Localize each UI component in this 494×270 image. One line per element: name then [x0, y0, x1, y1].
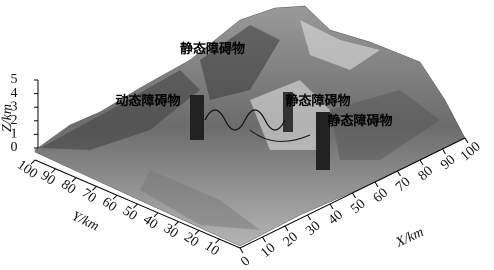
annotation: 静态障碍物 — [285, 93, 350, 108]
x-tick-label: 80 — [416, 164, 436, 184]
y-tick-label: 30 — [161, 221, 181, 241]
x-tick-label: 100 — [458, 139, 484, 164]
z-tick-label: 5 — [11, 72, 18, 87]
x-tick-label: 0 — [238, 254, 253, 270]
terrain — [35, 6, 465, 246]
x-tick — [263, 237, 266, 242]
y-axis-label: Y/km — [69, 209, 101, 234]
z-tick-label: 0 — [11, 140, 18, 155]
x-tick — [465, 138, 468, 143]
y-tick-label: 60 — [99, 195, 119, 215]
x-tick — [330, 204, 333, 209]
x-tick-label: 30 — [303, 219, 323, 239]
y-tick-label: 100 — [14, 158, 40, 182]
x-tick-label: 60 — [371, 186, 391, 206]
x-tick — [308, 215, 311, 220]
x-tick-label: 20 — [281, 230, 301, 250]
annotation: 静态障碍物 — [180, 41, 245, 56]
x-tick — [420, 160, 423, 165]
x-tick — [375, 182, 378, 187]
x-tick-label: 10 — [258, 241, 278, 261]
chart: 静态障碍物 动态障碍物 静态障碍物 静态障碍物 0102030405060708… — [0, 0, 494, 270]
x-tick-label: 40 — [326, 208, 346, 228]
annotation: 动态障碍物 — [115, 93, 180, 108]
y-tick-label: 20 — [181, 230, 201, 250]
x-tick — [443, 149, 446, 154]
y-tick-label: 90 — [38, 168, 58, 188]
x-tick — [353, 193, 356, 198]
z-axis-label: Z/km — [0, 104, 15, 132]
x-tick-label: 90 — [438, 153, 458, 173]
x-tick-label: 70 — [393, 175, 413, 195]
annotation: 静态障碍物 — [327, 113, 392, 128]
x-tick — [398, 171, 401, 176]
y-tick-label: 40 — [140, 212, 160, 232]
y-tick-label: 80 — [58, 177, 78, 197]
z-tick-label: 4 — [11, 86, 18, 101]
y-tick-label: 70 — [79, 186, 99, 206]
y-tick-label: 10 — [202, 239, 222, 259]
x-tick — [240, 248, 243, 253]
x-tick-label: 50 — [348, 197, 368, 217]
x-axis-label: X/km — [393, 225, 426, 251]
y-tick-label: 50 — [120, 204, 140, 224]
x-tick — [285, 226, 288, 231]
